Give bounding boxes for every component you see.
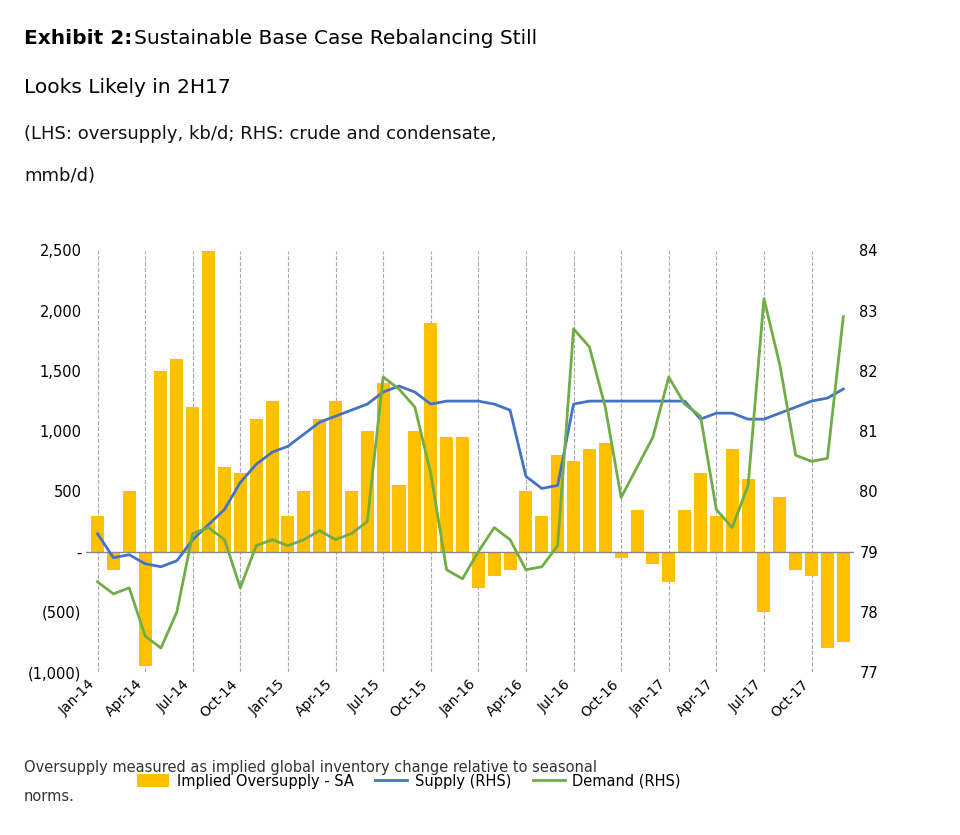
Bar — [519, 492, 533, 552]
Bar — [298, 492, 310, 552]
Bar — [536, 515, 548, 552]
Bar — [631, 509, 643, 552]
Bar — [202, 250, 215, 552]
Bar — [757, 552, 771, 612]
Bar — [376, 383, 390, 552]
Bar — [488, 552, 501, 576]
Bar — [218, 468, 231, 552]
Bar — [614, 552, 628, 558]
Bar — [266, 401, 278, 552]
Bar — [709, 515, 723, 552]
Bar — [583, 449, 596, 552]
Bar — [789, 552, 803, 569]
Bar — [726, 449, 739, 552]
Bar — [250, 419, 263, 552]
Bar — [774, 498, 786, 552]
Bar — [345, 492, 358, 552]
Bar — [599, 443, 612, 552]
Bar — [805, 552, 818, 576]
Bar — [471, 552, 485, 588]
Bar — [678, 509, 691, 552]
Bar — [107, 552, 120, 569]
Bar — [393, 485, 405, 552]
Bar — [424, 323, 437, 552]
Text: mmb/d): mmb/d) — [24, 167, 95, 185]
Bar — [361, 431, 373, 552]
Bar — [662, 552, 675, 582]
Text: (LHS: oversupply, kb/d; RHS: crude and condensate,: (LHS: oversupply, kb/d; RHS: crude and c… — [24, 125, 496, 144]
Bar — [408, 431, 421, 552]
Bar — [155, 371, 167, 552]
Bar — [170, 359, 183, 552]
Bar — [138, 552, 152, 666]
Bar — [186, 407, 200, 552]
Text: Oversupply measured as implied global inventory change relative to seasonal: Oversupply measured as implied global in… — [24, 760, 597, 775]
Text: Looks Likely in 2H17: Looks Likely in 2H17 — [24, 78, 230, 97]
Bar — [821, 552, 834, 648]
Text: Exhibit 2:: Exhibit 2: — [24, 29, 132, 48]
Bar — [313, 419, 326, 552]
Bar — [234, 473, 247, 552]
Bar — [329, 401, 342, 552]
Bar — [837, 552, 850, 642]
Bar — [123, 492, 135, 552]
Bar — [551, 455, 564, 552]
Bar — [91, 515, 104, 552]
Legend: Implied Oversupply - SA, Supply (RHS), Demand (RHS): Implied Oversupply - SA, Supply (RHS), D… — [132, 768, 686, 795]
Bar — [456, 438, 469, 552]
Bar — [694, 473, 707, 552]
Bar — [440, 438, 453, 552]
Text: Sustainable Base Case Rebalancing Still: Sustainable Base Case Rebalancing Still — [134, 29, 538, 48]
Text: norms.: norms. — [24, 789, 75, 804]
Bar — [504, 552, 516, 569]
Bar — [646, 552, 660, 564]
Bar — [281, 515, 295, 552]
Bar — [567, 461, 580, 552]
Bar — [741, 479, 755, 552]
